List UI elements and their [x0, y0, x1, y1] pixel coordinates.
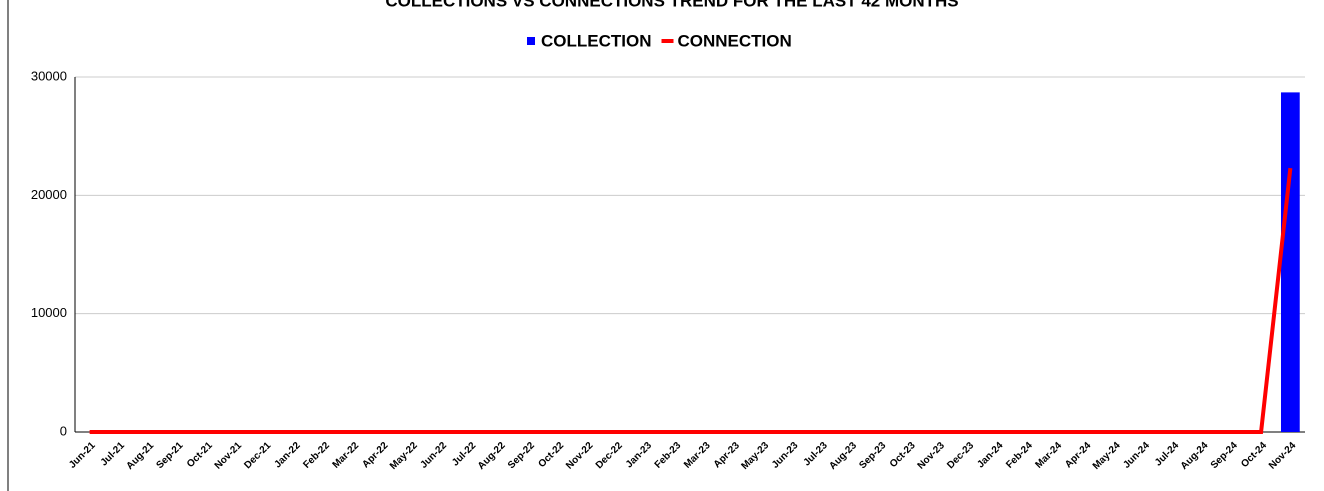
- x-tick-label: Mar-24: [1033, 440, 1064, 471]
- x-tick-label: May-24: [1091, 440, 1123, 472]
- bar: [1280, 92, 1300, 432]
- x-tick-label: Sep-22: [506, 440, 537, 471]
- x-tick-label: Jun-21: [67, 440, 98, 471]
- x-tick-label: Nov-23: [916, 440, 948, 472]
- legend-label: CONNECTION: [678, 31, 792, 50]
- x-tick-label: Jan-22: [272, 440, 302, 470]
- x-tick-label: Feb-22: [301, 440, 332, 471]
- x-tick-label: Feb-24: [1004, 440, 1035, 471]
- legend-label: COLLECTION: [541, 31, 652, 50]
- x-tick-label: Aug-23: [827, 440, 859, 472]
- x-tick-label: Oct-24: [1239, 440, 1269, 470]
- x-tick-label: Dec-23: [945, 440, 976, 471]
- x-tick-label: Jun-23: [770, 440, 801, 471]
- x-tick-label: Oct-22: [536, 440, 566, 470]
- x-tick-label: Sep-24: [1209, 440, 1240, 471]
- x-tick-label: Jul-21: [99, 440, 128, 469]
- x-tick-label: May-23: [739, 440, 771, 472]
- x-tick-label: Aug-24: [1179, 440, 1211, 472]
- legend-swatch: [527, 37, 535, 45]
- x-tick-label: Jul-23: [802, 440, 831, 469]
- y-tick-label: 10000: [31, 305, 67, 320]
- x-tick-label: Apr-24: [1063, 440, 1093, 470]
- x-tick-label: Dec-21: [242, 440, 273, 471]
- x-tick-label: Jan-23: [624, 440, 654, 470]
- chart-title: COLLECTIONS VS CONNECTIONS TREND FOR THE…: [385, 0, 958, 10]
- x-tick-label: Dec-22: [594, 440, 625, 471]
- x-tick-label: Mar-23: [682, 440, 713, 471]
- x-tick-label: Aug-21: [124, 440, 156, 472]
- x-tick-label: Apr-22: [360, 440, 390, 470]
- x-tick-label: Oct-23: [888, 440, 918, 470]
- y-tick-label: 20000: [31, 187, 67, 202]
- x-tick-label: Nov-22: [564, 440, 596, 472]
- x-tick-label: Nov-24: [1267, 440, 1299, 472]
- x-tick-label: Jul-24: [1153, 440, 1182, 469]
- x-tick-label: Feb-23: [653, 440, 684, 471]
- y-tick-label: 0: [60, 423, 67, 438]
- x-tick-label: Jan-24: [975, 440, 1005, 470]
- x-tick-label: Jun-24: [1121, 440, 1152, 471]
- x-tick-label: Sep-23: [857, 440, 888, 471]
- x-tick-label: Oct-21: [185, 440, 215, 470]
- y-tick-label: 30000: [31, 68, 67, 83]
- legend-swatch: [661, 39, 674, 43]
- x-tick-label: Nov-21: [213, 440, 245, 472]
- x-tick-label: Mar-22: [331, 440, 362, 471]
- x-tick-label: Sep-21: [155, 440, 186, 471]
- x-tick-label: Jun-22: [418, 440, 449, 471]
- line: [89, 167, 1293, 434]
- x-tick-label: Aug-22: [476, 440, 508, 472]
- x-tick-label: Apr-23: [712, 440, 742, 470]
- x-tick-label: Jul-22: [450, 440, 479, 469]
- x-tick-label: May-22: [388, 440, 420, 472]
